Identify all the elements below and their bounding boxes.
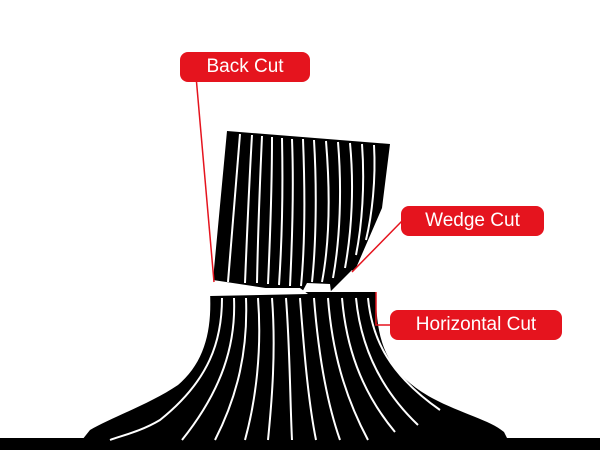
back-cut-label: Back Cut: [180, 52, 310, 82]
horizontal-cut-leader: [375, 292, 390, 326]
wedge-cut-gap: [330, 270, 376, 292]
stump: [82, 292, 508, 440]
wedge-cut-label: Wedge Cut: [401, 206, 544, 236]
horizontal-cut-label: Horizontal Cut: [390, 310, 562, 340]
leader-lines: [195, 75, 403, 326]
stump-grain-lines: [109, 297, 441, 441]
back-cut-leader: [195, 75, 215, 283]
horizontal-cut-gap: [205, 288, 308, 296]
upper-grain-lines: [227, 133, 376, 287]
ground: [0, 438, 600, 450]
wedge-cut-leader: [351, 220, 403, 273]
